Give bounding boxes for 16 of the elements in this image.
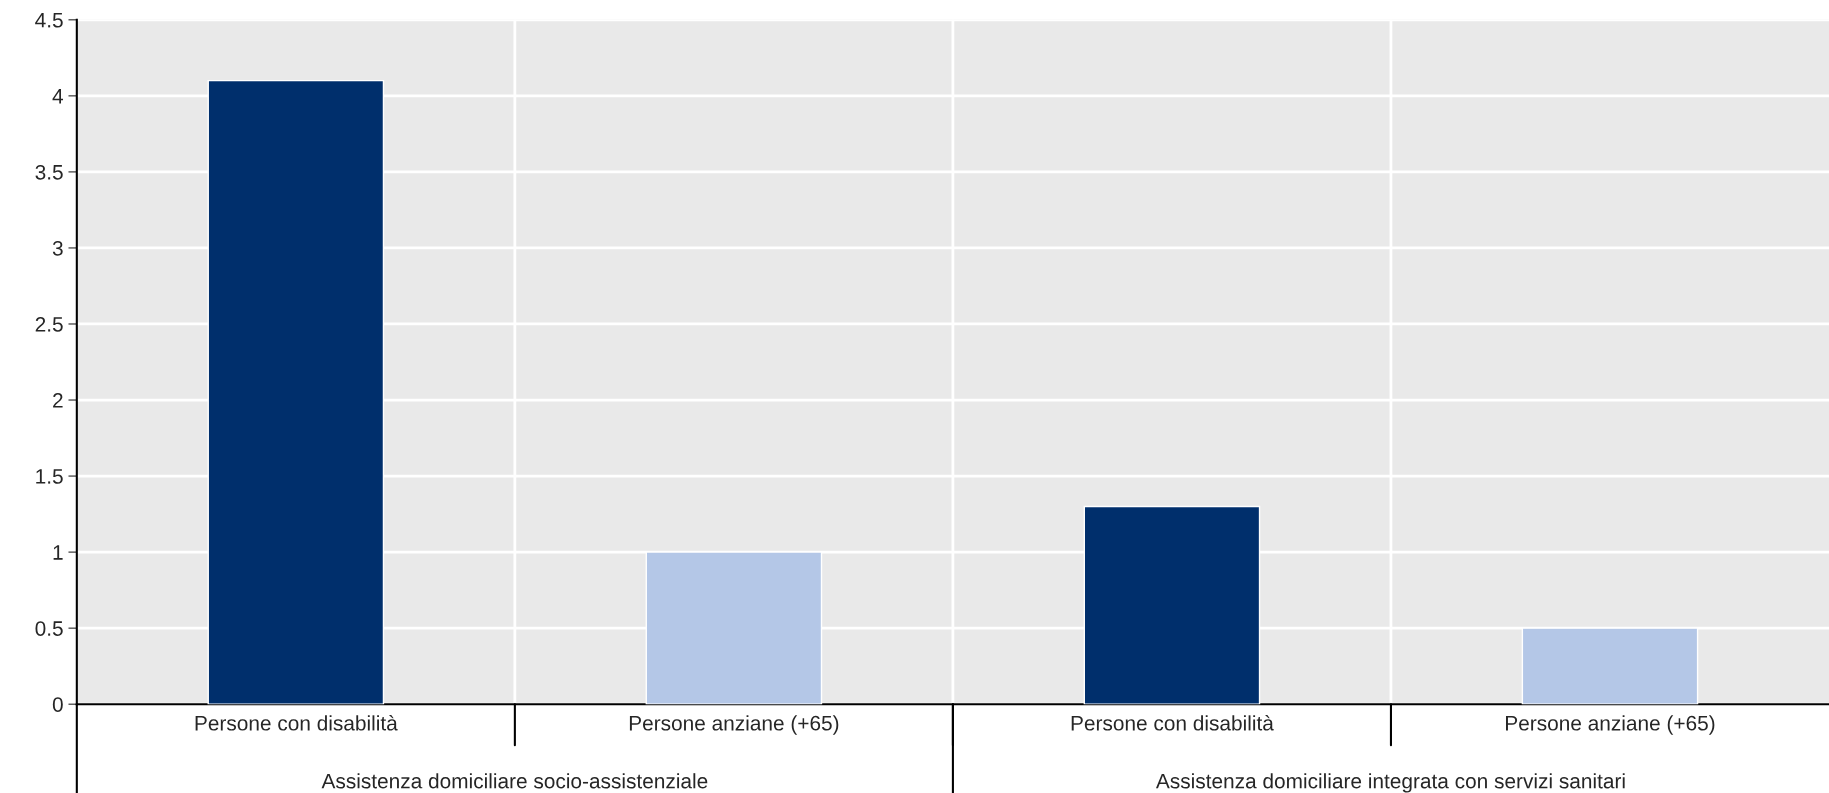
y-tick-label: 0.5: [35, 621, 63, 636]
text: Assistenza domiciliare socio-assistenziale: [321, 773, 708, 789]
text: Assistenza domiciliare integrata con servizi sanitari: [1155, 773, 1625, 793]
y-tick-label: 4.5: [35, 13, 63, 28]
y-tick-label: 0: [52, 697, 63, 712]
y-tick-label: 1: [53, 545, 63, 560]
x-tick-label: Persone con disabilità: [1071, 715, 1274, 731]
y-tick-label: 3.5: [35, 164, 63, 180]
x-tick-label: Persone con disabilità: [195, 715, 398, 731]
y-tick-label: 2.5: [35, 316, 63, 332]
x-tick-label: Persone anziane (+65): [629, 715, 839, 735]
x-tick-label: Persone anziane (+65): [1506, 715, 1715, 735]
y-tick-label: 4: [52, 89, 64, 104]
y-tick-label: 2: [53, 393, 63, 408]
y-tick-label: 3: [52, 240, 63, 256]
y-tick-label: 1.5: [36, 469, 63, 484]
